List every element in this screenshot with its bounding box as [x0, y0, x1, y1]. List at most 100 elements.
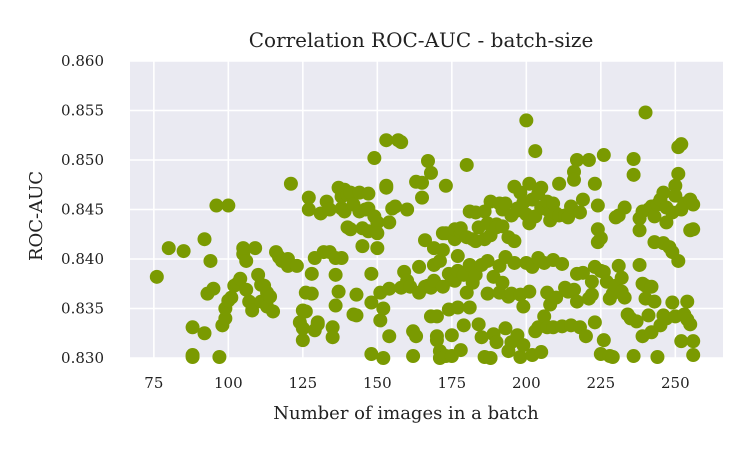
- scatter-point: [379, 180, 394, 195]
- scatter-point: [549, 290, 564, 305]
- scatter-point: [304, 266, 319, 281]
- scatter-point: [209, 198, 224, 213]
- scatter-point: [301, 190, 316, 205]
- scatter-point: [185, 350, 200, 365]
- scatter-point: [370, 241, 385, 256]
- scatter-point: [432, 253, 447, 268]
- scatter-point: [617, 290, 632, 305]
- scatter-point: [450, 300, 465, 315]
- scatter-point: [650, 350, 665, 365]
- scatter-point: [507, 234, 522, 249]
- scatter-point: [197, 326, 212, 341]
- scatter-point: [382, 215, 397, 230]
- y-tick-label: 0.830: [61, 349, 104, 367]
- scatter-point: [498, 196, 513, 211]
- scatter-point: [412, 259, 427, 274]
- scatter-point: [394, 135, 409, 150]
- scatter-point: [406, 349, 421, 364]
- scatter-point: [367, 151, 382, 166]
- scatter-point: [328, 267, 343, 282]
- scatter-point: [322, 202, 337, 217]
- scatter-point: [683, 317, 698, 332]
- x-tick-label: 225: [587, 374, 616, 392]
- scatter-point: [295, 333, 310, 348]
- scatter-point: [415, 190, 430, 205]
- x-tick-label: 100: [214, 374, 243, 392]
- scatter-point: [245, 303, 260, 318]
- scatter-point: [567, 172, 582, 187]
- scatter-point: [224, 290, 239, 305]
- scatter-point: [513, 350, 528, 365]
- x-tick-label: 200: [512, 374, 541, 392]
- scatter-point: [483, 351, 498, 365]
- scatter-point: [370, 215, 385, 230]
- scatter-point: [590, 198, 605, 213]
- y-tick-label: 0.855: [61, 102, 104, 120]
- scatter-point: [355, 239, 370, 254]
- scatter-point: [328, 298, 343, 313]
- scatter-point: [522, 284, 537, 299]
- scatter-point: [263, 289, 278, 304]
- scatter-point: [233, 271, 248, 286]
- y-tick-label: 0.835: [61, 300, 104, 318]
- scatter-point: [415, 175, 430, 190]
- x-tick-label: 150: [363, 374, 392, 392]
- scatter-point: [596, 148, 611, 163]
- scatter-point: [537, 309, 552, 324]
- scatter-point: [149, 269, 164, 284]
- scatter-point: [674, 137, 689, 152]
- scatter-point: [325, 320, 340, 335]
- scatter-point: [331, 284, 346, 299]
- x-tick-label: 75: [144, 374, 163, 392]
- y-tick-label: 0.850: [61, 151, 104, 169]
- scatter-point: [236, 241, 251, 256]
- scatter-point: [462, 300, 477, 315]
- scatter-point: [450, 249, 465, 264]
- scatter-point: [382, 281, 397, 296]
- scatter-point: [176, 244, 191, 259]
- scatter-point: [647, 209, 662, 224]
- scatter-point: [197, 232, 212, 247]
- scatter-point: [567, 282, 582, 297]
- scatter-point: [686, 222, 701, 237]
- scatter-point: [474, 330, 489, 345]
- scatter-point: [534, 345, 549, 360]
- scatter-point: [301, 202, 316, 217]
- scatter-point: [629, 314, 644, 329]
- scatter-point: [555, 256, 570, 271]
- scatter-point: [459, 157, 474, 172]
- scatter-point: [364, 266, 379, 281]
- scatter-point: [480, 286, 495, 301]
- scatter-point: [310, 317, 325, 332]
- scatter-point: [587, 315, 602, 330]
- scatter-point: [248, 241, 263, 256]
- scatter-point: [519, 113, 534, 128]
- scatter-point: [266, 304, 281, 319]
- data-points: [149, 105, 701, 365]
- scatter-point: [528, 144, 543, 159]
- scatter-point: [456, 318, 471, 333]
- scatter-point: [552, 176, 567, 191]
- scatter-point: [516, 299, 531, 314]
- scatter-point: [569, 294, 584, 309]
- scatter-point: [495, 275, 510, 290]
- scatter-point: [605, 350, 620, 365]
- scatter-point: [665, 295, 680, 310]
- y-tick-label: 0.840: [61, 250, 104, 268]
- scatter-point: [218, 311, 233, 326]
- scatter-point: [370, 226, 385, 241]
- scatter-point: [632, 223, 647, 238]
- scatter-point: [361, 186, 376, 201]
- x-tick-label: 250: [661, 374, 690, 392]
- scatter-point: [569, 153, 584, 167]
- scatter-point: [686, 348, 701, 363]
- scatter-point: [534, 180, 549, 195]
- scatter-point: [632, 257, 647, 272]
- scatter-point: [206, 281, 221, 296]
- scatter-point: [644, 279, 659, 294]
- scatter-point: [596, 333, 611, 348]
- scatter-point: [418, 233, 433, 248]
- scatter-point: [572, 205, 587, 220]
- scatter-point: [453, 343, 468, 358]
- scatter-point: [239, 282, 254, 297]
